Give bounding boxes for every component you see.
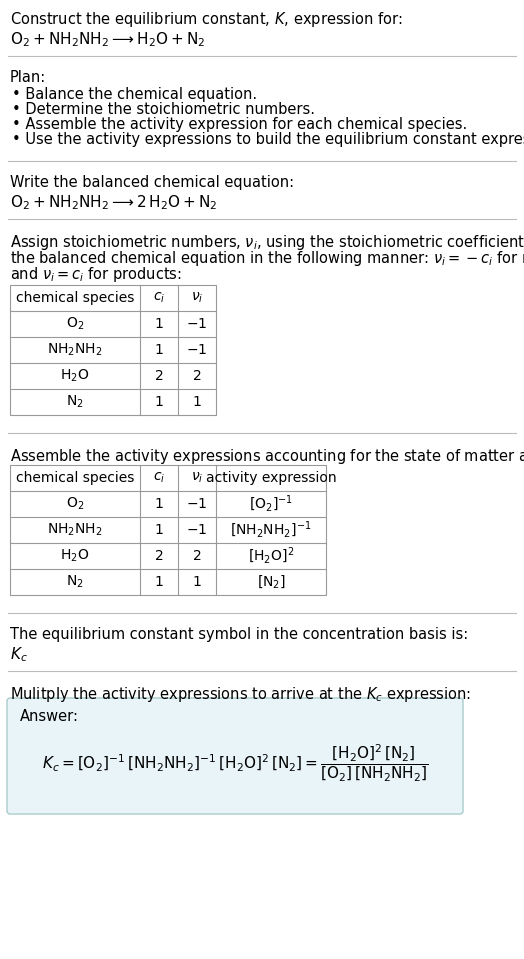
Text: and $\nu_i = c_i$ for products:: and $\nu_i = c_i$ for products:	[10, 265, 182, 284]
Text: $[\mathrm{N_2}]$: $[\mathrm{N_2}]$	[257, 573, 286, 591]
Text: Assign stoichiometric numbers, $\nu_i$, using the stoichiometric coefficients, $: Assign stoichiometric numbers, $\nu_i$, …	[10, 233, 524, 252]
Text: $\mathrm{O_2}$: $\mathrm{O_2}$	[66, 316, 84, 332]
Text: $\mathrm{N_2}$: $\mathrm{N_2}$	[66, 394, 84, 410]
Text: chemical species: chemical species	[16, 291, 134, 305]
Text: $\mathrm{N_2}$: $\mathrm{N_2}$	[66, 573, 84, 590]
Text: $K_c$: $K_c$	[10, 645, 28, 664]
Text: the balanced chemical equation in the following manner: $\nu_i = -c_i$ for react: the balanced chemical equation in the fo…	[10, 249, 524, 268]
Text: 2: 2	[155, 369, 163, 383]
Text: 1: 1	[192, 575, 201, 589]
Text: $-1$: $-1$	[187, 317, 208, 331]
Text: 2: 2	[155, 549, 163, 563]
Text: $\mathrm{O_2 + NH_2NH_2 \longrightarrow 2\,H_2O + N_2}$: $\mathrm{O_2 + NH_2NH_2 \longrightarrow …	[10, 193, 217, 212]
Text: • Use the activity expressions to build the equilibrium constant expression.: • Use the activity expressions to build …	[12, 132, 524, 147]
Text: Construct the equilibrium constant, $K$, expression for:: Construct the equilibrium constant, $K$,…	[10, 10, 402, 29]
Text: $\nu_i$: $\nu_i$	[191, 471, 203, 485]
Text: 1: 1	[155, 317, 163, 331]
Text: 1: 1	[155, 523, 163, 537]
Text: $[\mathrm{O_2}]^{-1}$: $[\mathrm{O_2}]^{-1}$	[249, 494, 293, 514]
Text: $\nu_i$: $\nu_i$	[191, 291, 203, 305]
Text: 1: 1	[155, 395, 163, 409]
Text: The equilibrium constant symbol in the concentration basis is:: The equilibrium constant symbol in the c…	[10, 627, 468, 642]
Text: Plan:: Plan:	[10, 70, 46, 85]
Text: Assemble the activity expressions accounting for the state of matter and $\nu_i$: Assemble the activity expressions accoun…	[10, 447, 524, 466]
Bar	[10, 285, 216, 415]
Text: 2: 2	[193, 369, 201, 383]
Text: 1: 1	[155, 343, 163, 357]
Text: • Determine the stoichiometric numbers.: • Determine the stoichiometric numbers.	[12, 102, 315, 117]
Text: $\mathrm{H_2O}$: $\mathrm{H_2O}$	[60, 368, 90, 385]
Text: $-1$: $-1$	[187, 523, 208, 537]
Text: activity expression: activity expression	[206, 471, 336, 485]
Text: 1: 1	[155, 497, 163, 511]
Text: $[\mathrm{H_2O}]^{2}$: $[\mathrm{H_2O}]^{2}$	[248, 546, 294, 566]
Bar	[10, 465, 326, 595]
Text: 1: 1	[192, 395, 201, 409]
Text: • Balance the chemical equation.: • Balance the chemical equation.	[12, 87, 257, 102]
Text: $c_i$: $c_i$	[153, 471, 165, 485]
Text: $\mathrm{NH_2NH_2}$: $\mathrm{NH_2NH_2}$	[47, 341, 103, 359]
Text: 2: 2	[193, 549, 201, 563]
Text: $\mathrm{O_2 + NH_2NH_2 \longrightarrow H_2O + N_2}$: $\mathrm{O_2 + NH_2NH_2 \longrightarrow …	[10, 30, 205, 49]
Text: Mulitply the activity expressions to arrive at the $K_c$ expression:: Mulitply the activity expressions to arr…	[10, 685, 471, 704]
Text: • Assemble the activity expression for each chemical species.: • Assemble the activity expression for e…	[12, 117, 467, 132]
Text: $-1$: $-1$	[187, 497, 208, 511]
Text: $c_i$: $c_i$	[153, 291, 165, 305]
Text: Answer:: Answer:	[20, 709, 79, 724]
Text: $K_c = [\mathrm{O_2}]^{-1}\,[\mathrm{NH_2NH_2}]^{-1}\,[\mathrm{H_2O}]^{2}\,[\mat: $K_c = [\mathrm{O_2}]^{-1}\,[\mathrm{NH_…	[41, 742, 428, 784]
Text: 1: 1	[155, 575, 163, 589]
Text: Write the balanced chemical equation:: Write the balanced chemical equation:	[10, 175, 294, 190]
Text: $\mathrm{O_2}$: $\mathrm{O_2}$	[66, 496, 84, 512]
Text: $-1$: $-1$	[187, 343, 208, 357]
Text: $\mathrm{H_2O}$: $\mathrm{H_2O}$	[60, 548, 90, 564]
Text: $[\mathrm{NH_2NH_2}]^{-1}$: $[\mathrm{NH_2NH_2}]^{-1}$	[230, 520, 312, 540]
Text: chemical species: chemical species	[16, 471, 134, 485]
Text: $\mathrm{NH_2NH_2}$: $\mathrm{NH_2NH_2}$	[47, 522, 103, 538]
FancyBboxPatch shape	[7, 698, 463, 814]
